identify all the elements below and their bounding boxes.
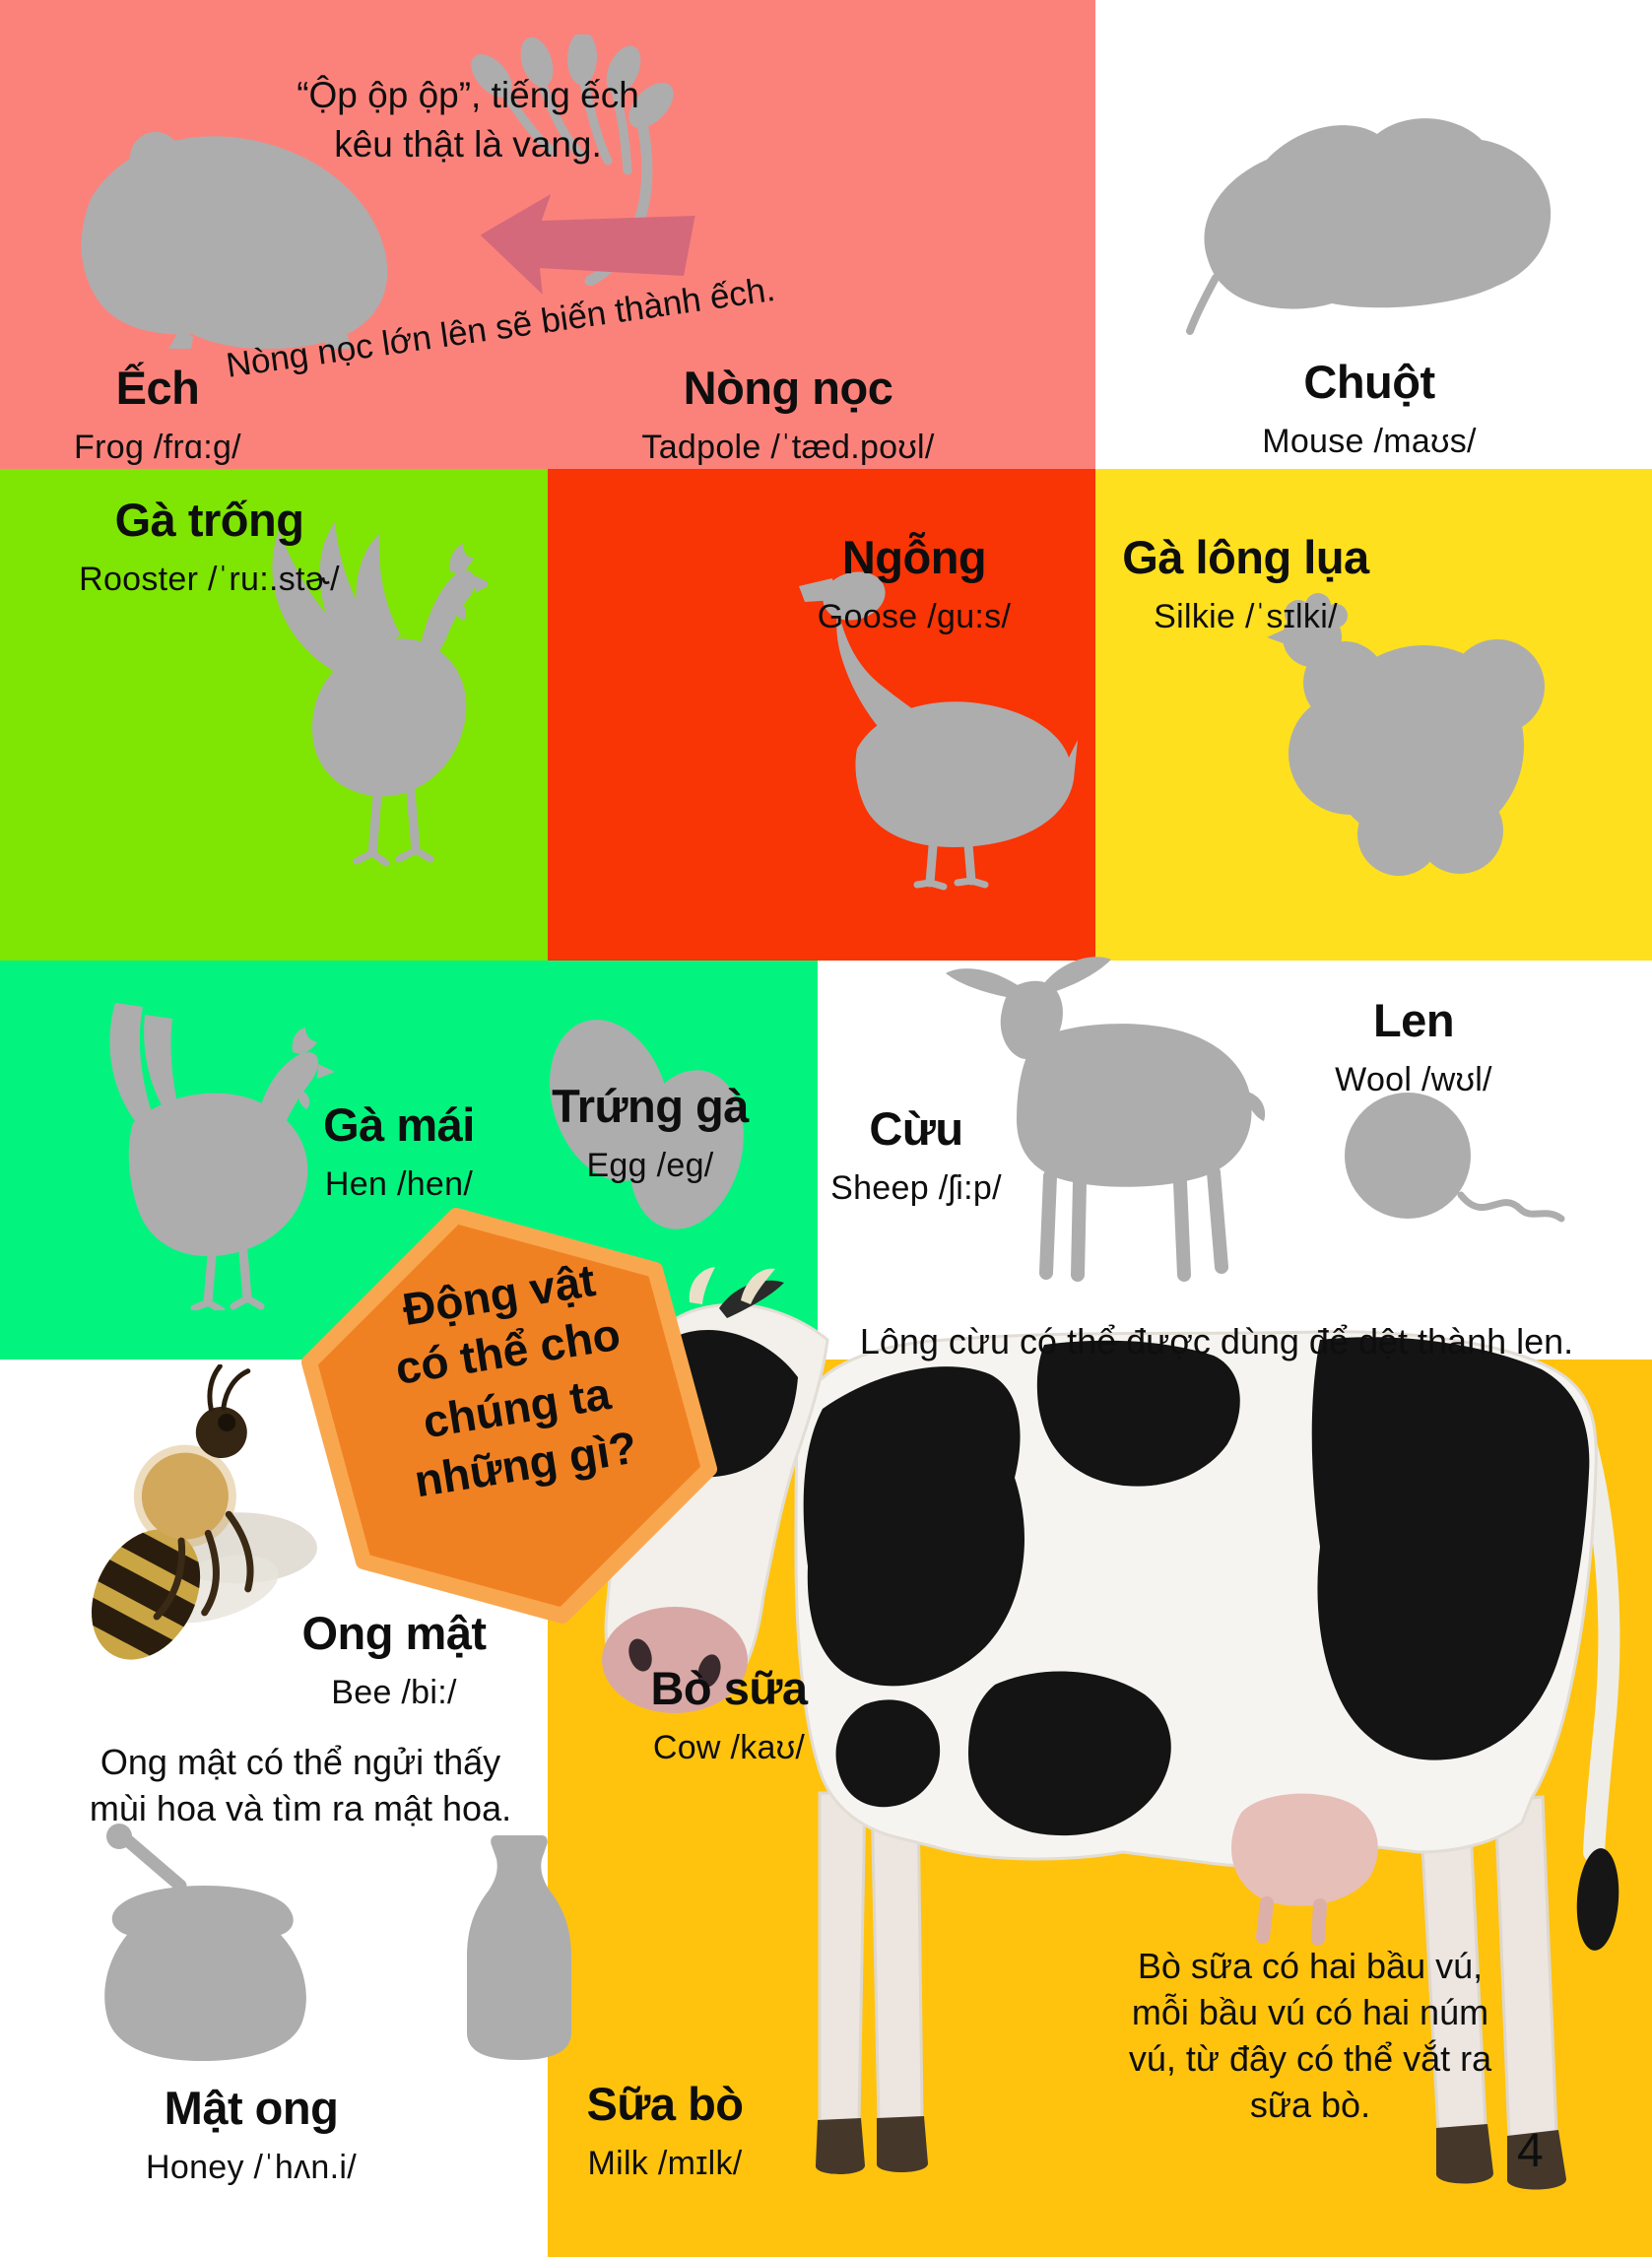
wool-name-vn: Len xyxy=(1372,994,1455,1046)
sheep-panel xyxy=(818,961,1652,1360)
bee-photo xyxy=(75,1364,317,1665)
frog-quote: “Ộp ộp ộp”, tiếng ếch kêu thật là vang. xyxy=(246,71,690,169)
cow-note-line4: sữa bò. xyxy=(1249,2085,1371,2125)
goose-silhouette xyxy=(799,571,1078,891)
sheep-label: Cừu Sheep /ʃi:p/ xyxy=(768,1101,1064,1208)
silkie-name-en: Silkie /ˈsɪlki/ xyxy=(1154,598,1338,635)
frog-quote-line1: “Ộp ộp ộp”, tiếng ếch xyxy=(297,75,639,115)
hen-name-vn: Gà mái xyxy=(323,1098,475,1151)
frog-name-en: Frog /frɑ:g/ xyxy=(74,429,241,466)
bee-label: Ong mật Bee /bi:/ xyxy=(246,1606,542,1712)
sheep-name-en: Sheep /ʃi:p/ xyxy=(830,1169,1002,1207)
honey-name-vn: Mật ong xyxy=(164,2082,339,2134)
goose-label: Ngỗng Goose /gu:s/ xyxy=(766,530,1062,636)
silkie-label: Gà lông lụa Silkie /ˈsɪlki/ xyxy=(1095,530,1396,636)
rooster-label: Gà trống Rooster /ˈru:.stɚ/ xyxy=(59,493,360,599)
honey-name-en: Honey /ˈhʌn.i/ xyxy=(146,2149,357,2186)
hen-silhouette xyxy=(109,1003,335,1310)
goose-name-vn: Ngỗng xyxy=(841,531,987,583)
lamb-silhouette xyxy=(946,957,1266,1282)
rooster-name-vn: Gà trống xyxy=(114,494,304,546)
wool-name-en: Wool /wʊl/ xyxy=(1335,1061,1492,1098)
rooster-name-en: Rooster /ˈru:.stɚ/ xyxy=(79,561,340,598)
honey-label: Mật ong Honey /ˈhʌn.i/ xyxy=(103,2081,399,2187)
frog-silhouette xyxy=(81,132,388,349)
goose-name-en: Goose /gu:s/ xyxy=(817,598,1012,635)
egg-label: Trứng gà Egg /eg/ xyxy=(502,1079,798,1185)
wool-ball-silhouette xyxy=(1345,1093,1565,1223)
tadpole-name-en: Tadpole /ˈtæd.poʊl/ xyxy=(641,429,935,466)
bee-name-en: Bee /bi:/ xyxy=(331,1674,457,1711)
hen-name-en: Hen /hen/ xyxy=(324,1165,474,1203)
hexagon-badge xyxy=(301,1208,717,1624)
hen-label: Gà mái Hen /hen/ xyxy=(251,1097,547,1204)
eggs-silhouette xyxy=(550,1020,744,1229)
milk-label: Sữa bò Milk /mɪlk/ xyxy=(517,2077,813,2183)
bee-name-vn: Ong mật xyxy=(301,1607,487,1659)
cow-note-line2: mỗi bầu vú có hai núm xyxy=(1131,1992,1489,2032)
tadpole-label: Nòng nọc Tadpole /ˈtæd.poʊl/ xyxy=(640,361,936,467)
silkie-silhouette xyxy=(1267,593,1545,876)
milk-name-vn: Sữa bò xyxy=(586,2078,745,2130)
mouse-name-vn: Chuột xyxy=(1303,356,1435,408)
arrow-left-icon xyxy=(480,193,695,295)
page-number: 4 xyxy=(1517,2125,1544,2177)
cow-note: Bò sữa có hai bầu vú, mỗi bầu vú có hai … xyxy=(1103,1943,1517,2128)
rooster-silhouette xyxy=(272,522,488,867)
frog-quote-line2: kêu thật là vang. xyxy=(334,124,602,165)
cow-note-line3: vú, từ đây có thể vắt ra xyxy=(1128,2038,1492,2079)
tadpole-name-vn: Nòng nọc xyxy=(683,362,893,414)
cow-note-line1: Bò sữa có hai bầu vú, xyxy=(1137,1946,1484,1986)
sheep-name-vn: Cừu xyxy=(869,1102,963,1155)
frog-name-vn: Ếch xyxy=(115,362,200,414)
egg-name-vn: Trứng gà xyxy=(552,1080,749,1132)
cow-label: Bò sữa Cow /kaʊ/ xyxy=(581,1661,877,1767)
cow-name-en: Cow /kaʊ/ xyxy=(652,1729,806,1766)
wool-label: Len Wool /wʊl/ xyxy=(1266,993,1561,1099)
bee-note: Ong mật có thể ngửi thấy mùi hoa và tìm … xyxy=(69,1739,532,1831)
silkie-name-vn: Gà lông lụa xyxy=(1122,531,1369,583)
frog-label: Ếch Frog /frɑ:g/ xyxy=(54,361,261,467)
mouse-name-en: Mouse /maʊs/ xyxy=(1262,423,1477,460)
mouse-silhouette xyxy=(1186,118,1552,335)
honey-pot-silhouette xyxy=(104,1824,306,2061)
mouse-label: Chuột Mouse /maʊs/ xyxy=(1222,355,1517,461)
sheep-note: Lông cừu có thể được dùng để dệt thành l… xyxy=(859,1321,1574,1361)
bee-note-line2: mùi hoa và tìm ra mật hoa. xyxy=(89,1788,512,1828)
milk-name-en: Milk /mɪlk/ xyxy=(587,2145,743,2182)
bee-note-line1: Ong mật có thể ngửi thấy xyxy=(99,1742,501,1782)
egg-name-en: Egg /eg/ xyxy=(586,1147,714,1184)
cow-name-vn: Bò sữa xyxy=(650,1662,808,1714)
milk-bottle-silhouette xyxy=(467,1835,571,2060)
